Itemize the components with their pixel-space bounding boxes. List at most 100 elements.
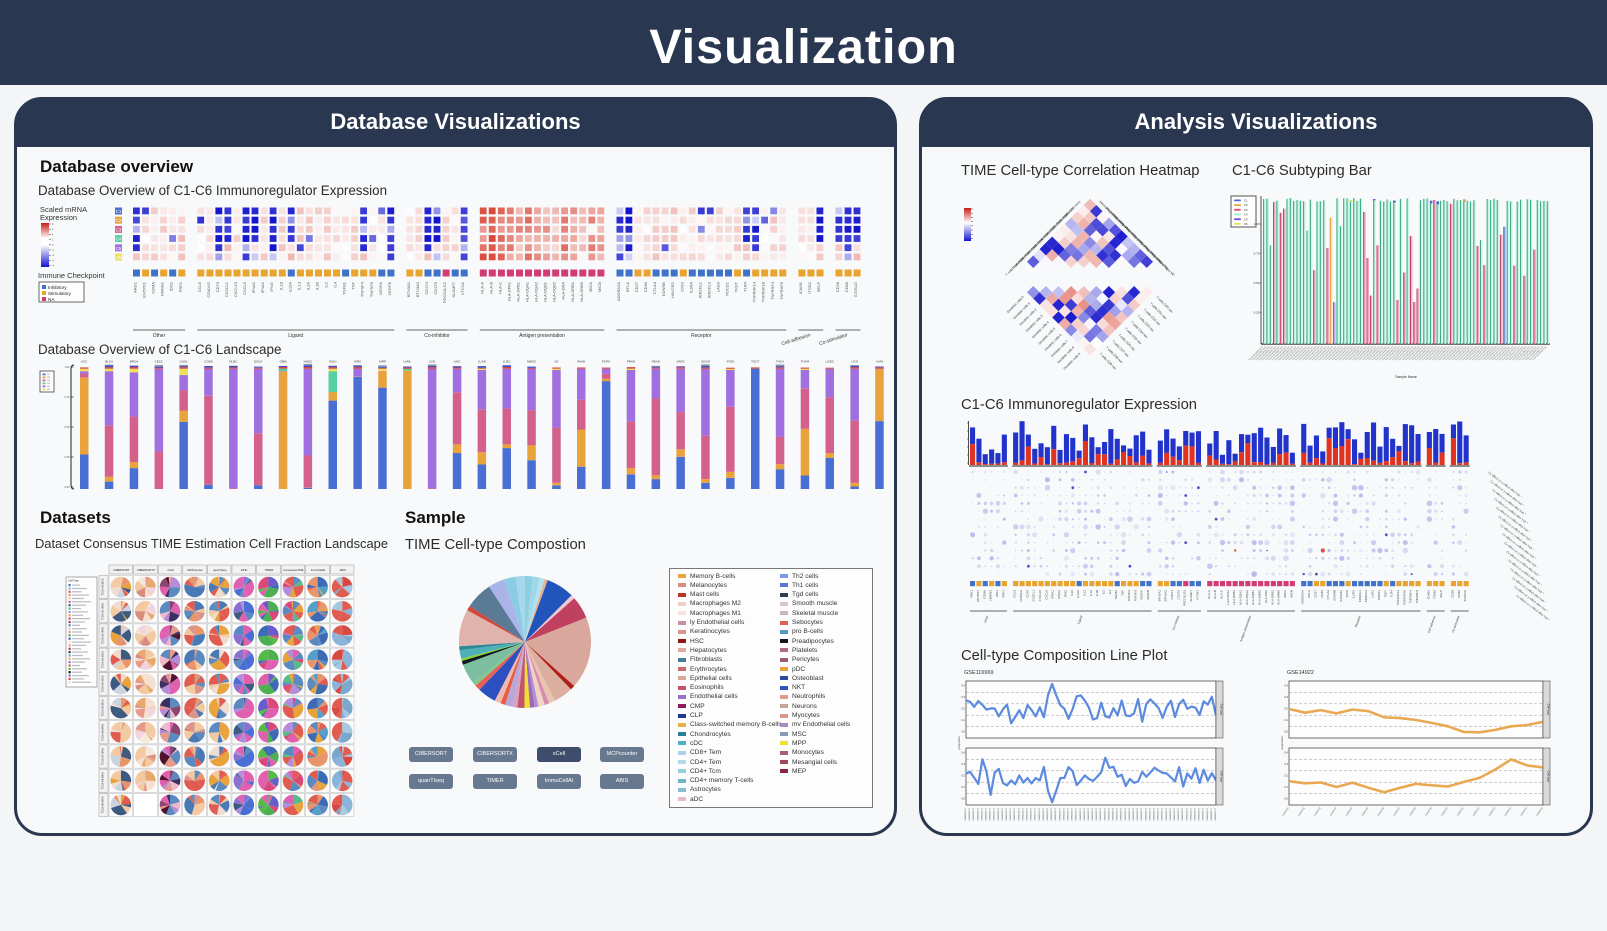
svg-text:ENTPD1: ENTPD1 [976,590,980,602]
svg-text:Cell type: Cell type [1547,771,1551,783]
svg-text:0.75: 0.75 [1254,252,1260,256]
svg-text:GSM452122.T1: GSM452122.T1 [1051,808,1053,821]
svg-text:GSM450422.T1: GSM450422.T1 [981,808,983,821]
svg-text:GSM453822.T1: GSM453822.T1 [1121,808,1123,821]
svg-text:TNFSF9: TNFSF9 [369,281,374,297]
svg-text:GSM454522.T1: GSM454522.T1 [1149,808,1151,821]
svg-text:C2: C2 [1244,203,1248,207]
svg-text:0.3: 0.3 [961,762,965,766]
svg-text:GSM455922.T1: GSM455922.T1 [1207,808,1209,821]
svg-text:C1: C1 [47,374,51,376]
svg-text:GSM453322.T1: GSM453322.T1 [1100,808,1102,821]
svg-text:GSM450322.T1: GSM450322.T1 [977,808,979,821]
svg-text:CD274: CD274 [1170,590,1174,600]
svg-text:TNFSF9: TNFSF9 [1133,590,1137,602]
svg-text:PAAD: PAAD [577,360,586,364]
svg-text:TCGA-A4-39KD: TCGA-A4-39KD [102,675,105,692]
svg-text:VEGFB: VEGFB [1146,590,1150,600]
svg-text:GSM456122.T1: GSM456122.T1 [1215,808,1217,821]
svg-text:IFNA1: IFNA1 [251,281,256,293]
svg-text:GSM3708: GSM3708 [1410,807,1418,817]
svg-text:CIBERSORTX: CIBERSORTX [137,568,155,572]
svg-text:HLA-DQB2: HLA-DQB2 [1258,590,1262,605]
svg-text:LAML: LAML [403,360,411,364]
svg-text:HLA-DQA2: HLA-DQA2 [1245,590,1249,605]
svg-text:Cell type: Cell type [1547,704,1551,716]
svg-text:ICAM1: ICAM1 [1426,590,1430,600]
svg-text:GSM451322.T1: GSM451322.T1 [1018,808,1020,821]
svg-text:GSM451222.T1: GSM451222.T1 [1014,808,1016,821]
svg-text:GSE14922: GSE14922 [1287,670,1314,676]
svg-text:PDCD1: PDCD1 [725,281,730,295]
svg-text:HLA-DRA: HLA-DRA [561,282,566,300]
svg-text:GSM455722.T1: GSM455722.T1 [1199,808,1201,821]
svg-text:C1: C1 [116,209,122,214]
svg-text:GSM453922.T1: GSM453922.T1 [1125,808,1127,821]
svg-text:KICH: KICH [329,360,336,364]
svg-text:GSM454722.T1: GSM454722.T1 [1158,808,1160,821]
svg-text:GSE116969: GSE116969 [964,670,994,676]
svg-text:TGFB1: TGFB1 [1114,590,1118,600]
svg-text:UVM: UVM [876,360,883,364]
svg-text:TCGA-A8-39KD: TCGA-A8-39KD [102,772,105,789]
svg-text:HLA-DRB5: HLA-DRB5 [579,281,584,302]
svg-text:CD40LG: CD40LG [206,282,211,298]
svg-text:TNFRSF18: TNFRSF18 [761,281,766,302]
svg-text:TCGA-A0-39KD: TCGA-A0-39KD [102,578,105,595]
svg-text:KIRP: KIRP [379,360,386,364]
svg-text:TIMER: TIMER [265,568,274,572]
svg-text:SELP: SELP [1439,590,1443,598]
svg-text:GSM453722.T1: GSM453722.T1 [1117,808,1119,821]
svg-text:GSM452222.T1: GSM452222.T1 [1055,808,1057,821]
svg-text:IL2RA: IL2RA [1352,590,1356,598]
svg-text:0.2: 0.2 [1284,707,1288,711]
svg-text:HLA-B: HLA-B [1213,590,1217,599]
svg-text:ENTPD1: ENTPD1 [142,281,147,298]
svg-text:HLA-DQA2: HLA-DQA2 [534,281,539,302]
svg-text:-2: -2 [52,249,55,252]
svg-text:KIR2DL3: KIR2DL3 [1364,590,1368,603]
svg-text:GSM455822.T1: GSM455822.T1 [1203,808,1205,821]
svg-text:HLA-DQA1: HLA-DQA1 [525,281,530,302]
svg-text:VTCN1: VTCN1 [460,281,465,295]
svg-text:UCS: UCS [851,360,857,364]
svg-text:BTN3A1: BTN3A1 [1157,590,1161,602]
svg-text:ITGB2: ITGB2 [1433,590,1437,599]
svg-text:SARC: SARC [677,360,686,364]
svg-text:HLA-A: HLA-A [1207,590,1211,599]
svg-text:C2: C2 [47,377,51,379]
svg-text:TIGIT: TIGIT [1383,590,1387,598]
svg-text:Co-inhibitor: Co-inhibitor [424,333,450,339]
svg-text:0.3: 0.3 [1284,695,1288,699]
svg-text:HLA-DPB1: HLA-DPB1 [516,281,521,301]
svg-text:SLAMF7: SLAMF7 [1189,590,1193,602]
svg-text:IL10: IL10 [278,281,283,290]
svg-text:0.0: 0.0 [1284,796,1288,800]
svg-text:0.3: 0.3 [1284,762,1288,766]
svg-text:GSM3709: GSM3709 [1425,807,1433,817]
svg-text:Cell adhesion: Cell adhesion [1427,615,1437,634]
svg-text:GSM456022.T1: GSM456022.T1 [1211,808,1213,821]
svg-text:C3: C3 [47,380,51,382]
svg-text:GSM452422.T1: GSM452422.T1 [1063,808,1065,821]
svg-text:THCA: THCA [776,360,784,364]
svg-text:HLA-DRA: HLA-DRA [1264,590,1268,603]
svg-text:TGFB1: TGFB1 [342,281,347,295]
svg-text:6: 6 [52,228,54,231]
svg-text:HLA-DRB5: HLA-DRB5 [1277,590,1281,605]
svg-text:GSM3715: GSM3715 [1521,807,1529,817]
svg-text:GBM: GBM [280,360,287,364]
svg-text:GSM455422.T1: GSM455422.T1 [1186,808,1188,821]
svg-text:1.00: 1.00 [64,365,70,369]
svg-text:Cell type: Cell type [1220,771,1224,783]
svg-text:IL10: IL10 [1070,590,1074,596]
svg-text:HLA-DQB1: HLA-DQB1 [1251,590,1255,605]
svg-text:TCGA-A2-39KD: TCGA-A2-39KD [102,627,105,644]
svg-text:HLA-DQB2: HLA-DQB2 [552,281,557,302]
svg-text:CD70: CD70 [215,281,220,292]
svg-text:VEGFA: VEGFA [378,282,383,296]
svg-text:KIR2DL1: KIR2DL1 [697,281,702,298]
svg-text:TLR4: TLR4 [1390,590,1394,598]
svg-text:TLR4: TLR4 [743,281,748,292]
svg-text:PRF1: PRF1 [178,281,183,292]
